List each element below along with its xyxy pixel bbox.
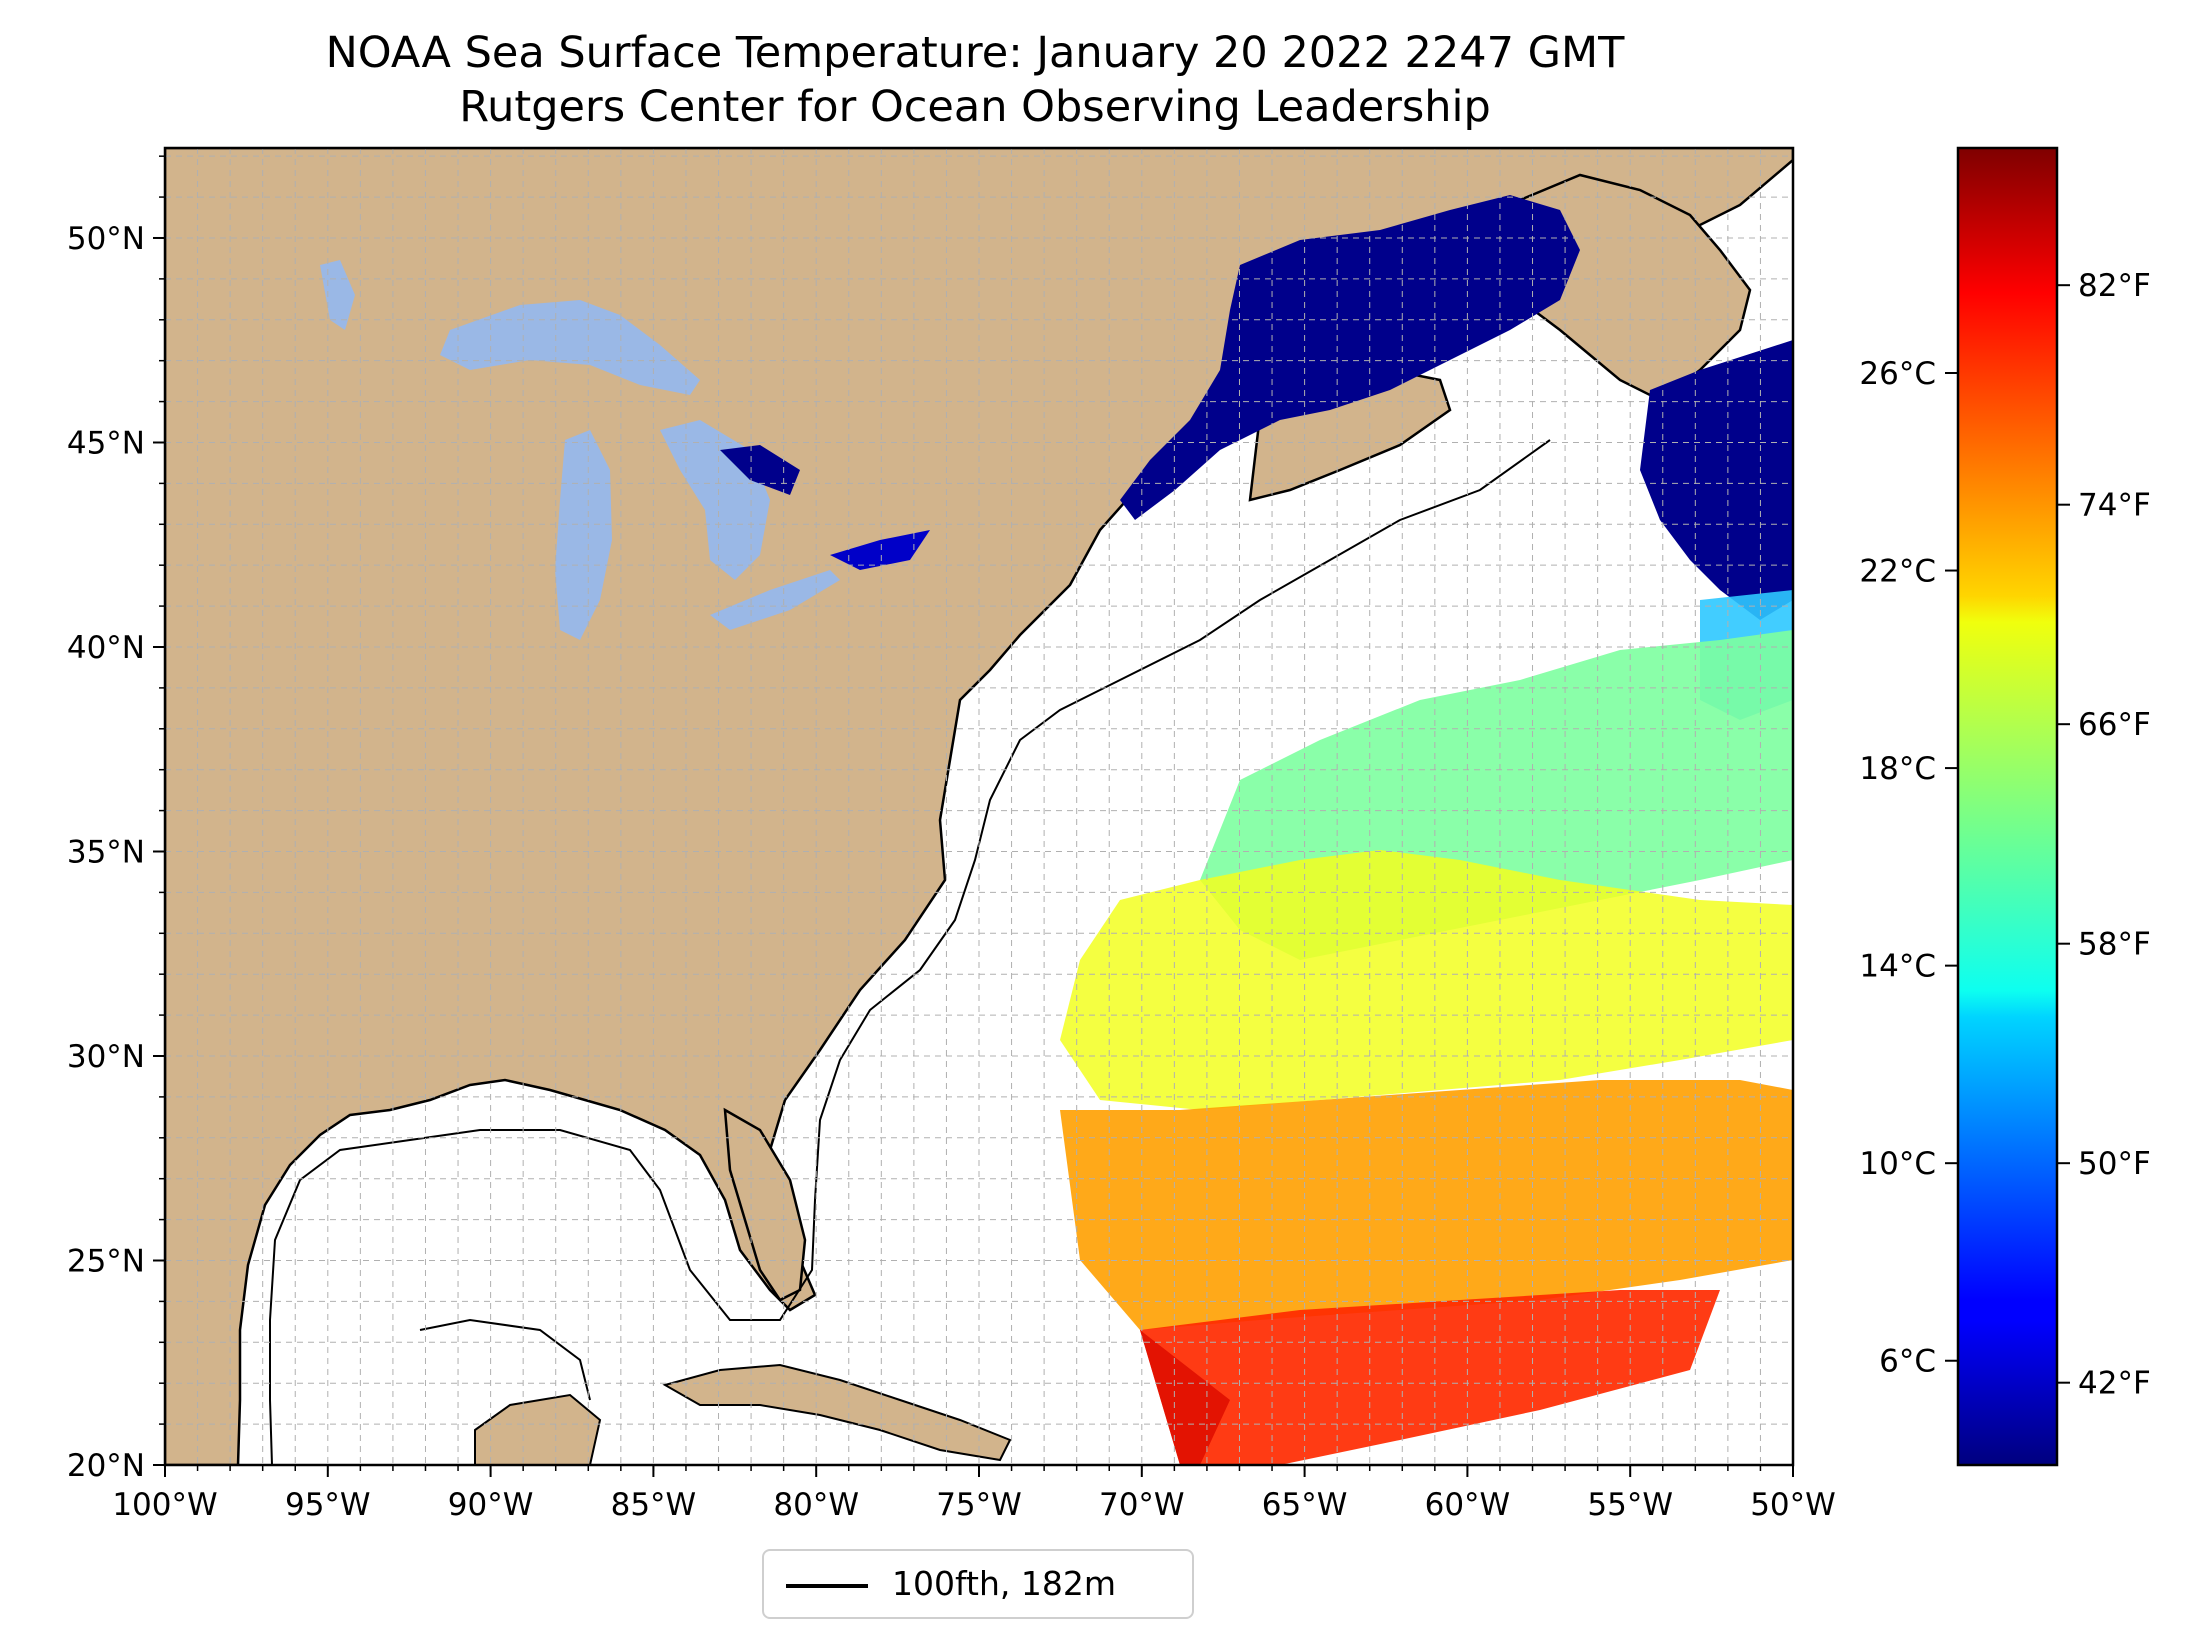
sst-cold-stlawrence xyxy=(1120,195,1580,520)
colorbar-f-label: 50°F xyxy=(2078,1146,2151,1182)
sst-cold-labrador xyxy=(1640,340,1793,620)
colorbar-c-label: 26°C xyxy=(1859,356,1936,392)
sst-red-band xyxy=(1140,1290,1720,1465)
colorbar-f-label: 82°F xyxy=(2078,268,2151,304)
legend-label: 100fth, 182m xyxy=(892,1564,1116,1603)
lon-tick-label: 90°W xyxy=(448,1487,534,1523)
land-yucatan xyxy=(474,1393,602,1465)
sst-cold-ontario xyxy=(830,530,930,570)
colorbar-c-label: 18°C xyxy=(1859,751,1936,787)
longitude-axis: 100°W 95°W 90°W 85°W 80°W 75°W 70°W 65°W 60°W 55°… xyxy=(112,1465,1836,1523)
lake-michigan xyxy=(555,430,612,640)
legend: 100fth, 182m xyxy=(762,1549,1194,1619)
land-florida xyxy=(723,1107,807,1302)
lat-tick-label: 45°N xyxy=(67,425,145,461)
colorbar-f-label: 74°F xyxy=(2078,488,2151,524)
lon-tick-label: 100°W xyxy=(112,1487,217,1523)
colorbar-celsius-axis: 6°C 10°C 14°C 18°C 22°C 26°C xyxy=(1859,356,1958,1380)
lat-tick-label: 30°N xyxy=(67,1039,145,1075)
colorbar-f-label: 66°F xyxy=(2078,707,2151,743)
lon-tick-label: 60°W xyxy=(1425,1487,1511,1523)
lake-winnipeg xyxy=(320,260,355,330)
lon-tick-label: 50°W xyxy=(1750,1487,1836,1523)
sst-yellow-band xyxy=(1060,850,1793,1110)
lake-superior xyxy=(440,300,700,395)
map-title: NOAA Sea Surface Temperature: January 20… xyxy=(325,28,1625,78)
lon-tick-label: 80°W xyxy=(773,1487,859,1523)
graticule xyxy=(165,148,1793,1465)
latitude-axis: 20°N 25°N 30°N 35°N 40°N 45°N 50°N xyxy=(67,155,165,1484)
lon-tick-label: 85°W xyxy=(611,1487,697,1523)
sst-south-red xyxy=(1140,1330,1230,1465)
lat-tick-label: 25°N xyxy=(67,1243,145,1279)
lon-tick-label: 55°W xyxy=(1587,1487,1673,1523)
lon-tick-label: 75°W xyxy=(936,1487,1022,1523)
sst-cold-georgian xyxy=(720,445,800,495)
lat-tick-label: 35°N xyxy=(67,834,145,870)
lon-tick-label: 65°W xyxy=(1262,1487,1348,1523)
sst-orange-band xyxy=(1060,1080,1793,1330)
lat-tick-label: 50°N xyxy=(67,221,145,257)
lon-tick-label: 95°W xyxy=(285,1487,371,1523)
colorbar-c-label: 10°C xyxy=(1859,1146,1936,1182)
lat-tick-label: 40°N xyxy=(67,630,145,666)
colorbar-f-label: 42°F xyxy=(2078,1366,2151,1402)
lon-tick-label: 70°W xyxy=(1099,1487,1185,1523)
isobath-gulf-inner xyxy=(419,1318,591,1401)
map-subtitle: Rutgers Center for Ocean Observing Leade… xyxy=(459,82,1491,132)
colorbar-f-label: 58°F xyxy=(2078,927,2151,963)
lake-erie xyxy=(710,570,840,630)
colorbar-fahrenheit-axis: 42°F 50°F 58°F 66°F 74°F 82°F xyxy=(2057,268,2151,1402)
lat-tick-label: 20°N xyxy=(67,1448,145,1484)
isobath-100fth xyxy=(269,439,1551,1465)
colorbar-c-label: 22°C xyxy=(1859,554,1936,590)
colorbar-c-label: 6°C xyxy=(1879,1344,1936,1380)
land-cuba xyxy=(662,1363,1012,1462)
legend-isobath-line xyxy=(786,1584,868,1588)
colorbar xyxy=(1956,146,2059,1467)
colorbar-c-label: 14°C xyxy=(1859,949,1936,985)
map-layers xyxy=(165,148,1793,1465)
